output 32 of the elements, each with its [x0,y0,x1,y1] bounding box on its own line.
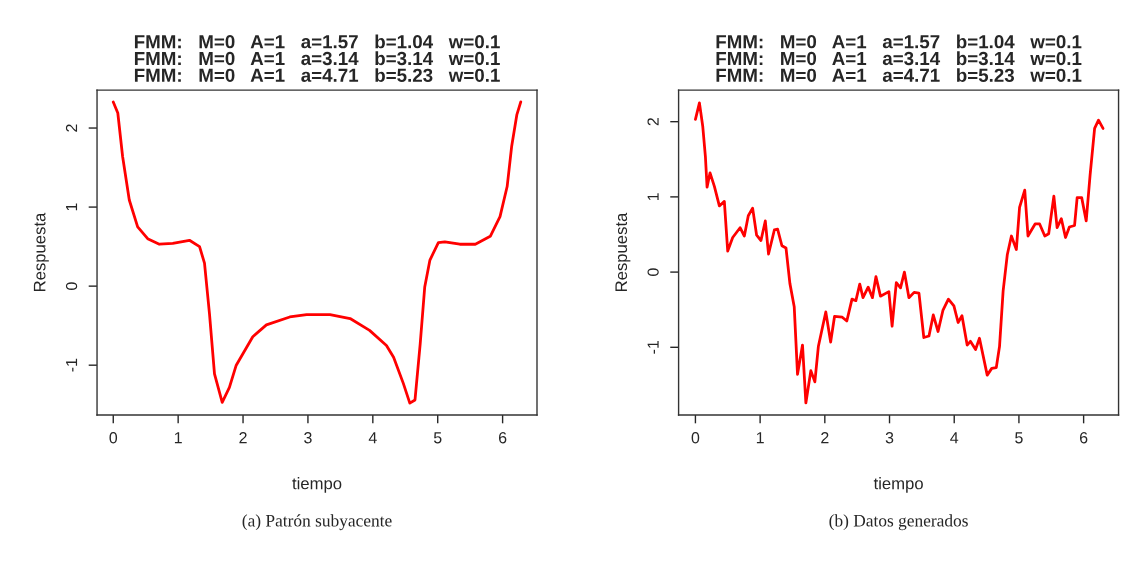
x-axis-title: tiempo [873,477,923,493]
y-tick-label: 0 [65,282,78,290]
x-tick-label: 4 [950,432,959,444]
x-tick-label: 0 [109,432,118,444]
y-tick-label: -1 [66,358,78,372]
x-tick-label: 1 [756,432,764,444]
x-tick-label: 5 [433,432,442,444]
x-tick-label: 6 [1079,432,1088,444]
y-axis-title: Respuesta [615,212,631,292]
y-tick-label: 1 [66,203,78,211]
x-tick-label: 3 [304,432,312,444]
chart-title: FMM: M=0 A=1 a=1.57 b=1.04 w=0.1 FMM: M=0 A=1 a=3.14 b=3.14 w=0.1 FMM: M=0 A=1 a=4.71 b=5.23 w=0.1 [716,34,1082,82]
y-tick-label: 2 [647,118,659,126]
text: (a) Patrón subyacente [242,514,392,531]
x-tick-label: 0 [691,432,700,444]
x-tick-label: 1 [174,432,182,444]
x-tick-label: 2 [821,432,829,444]
x-tick-label: 5 [1015,432,1023,444]
y-tick-label: 1 [647,193,659,201]
x-tick-label: 2 [239,432,247,444]
line-series [694,101,1105,405]
y-tick-label: -1 [647,340,659,354]
x-tick-label: 6 [498,432,507,444]
x-tick-label: 4 [368,432,377,444]
line-series [111,100,523,405]
y-axis-title: Respuesta [33,212,49,292]
chart-title: FMM: M=0 A=1 a=1.57 b=1.04 w=0.1 FMM: M=0 A=1 a=3.14 b=3.14 w=0.1 FMM: M=0 A=1 a=4.71 b=5.23 w=0.1 [134,34,500,82]
y-tick-label: 2 [65,124,78,132]
y-tick-label: 0 [647,268,659,276]
x-axis-title: tiempo [292,477,342,493]
text: (b) Datos generados [829,514,968,531]
x-tick-label: 3 [885,432,894,444]
